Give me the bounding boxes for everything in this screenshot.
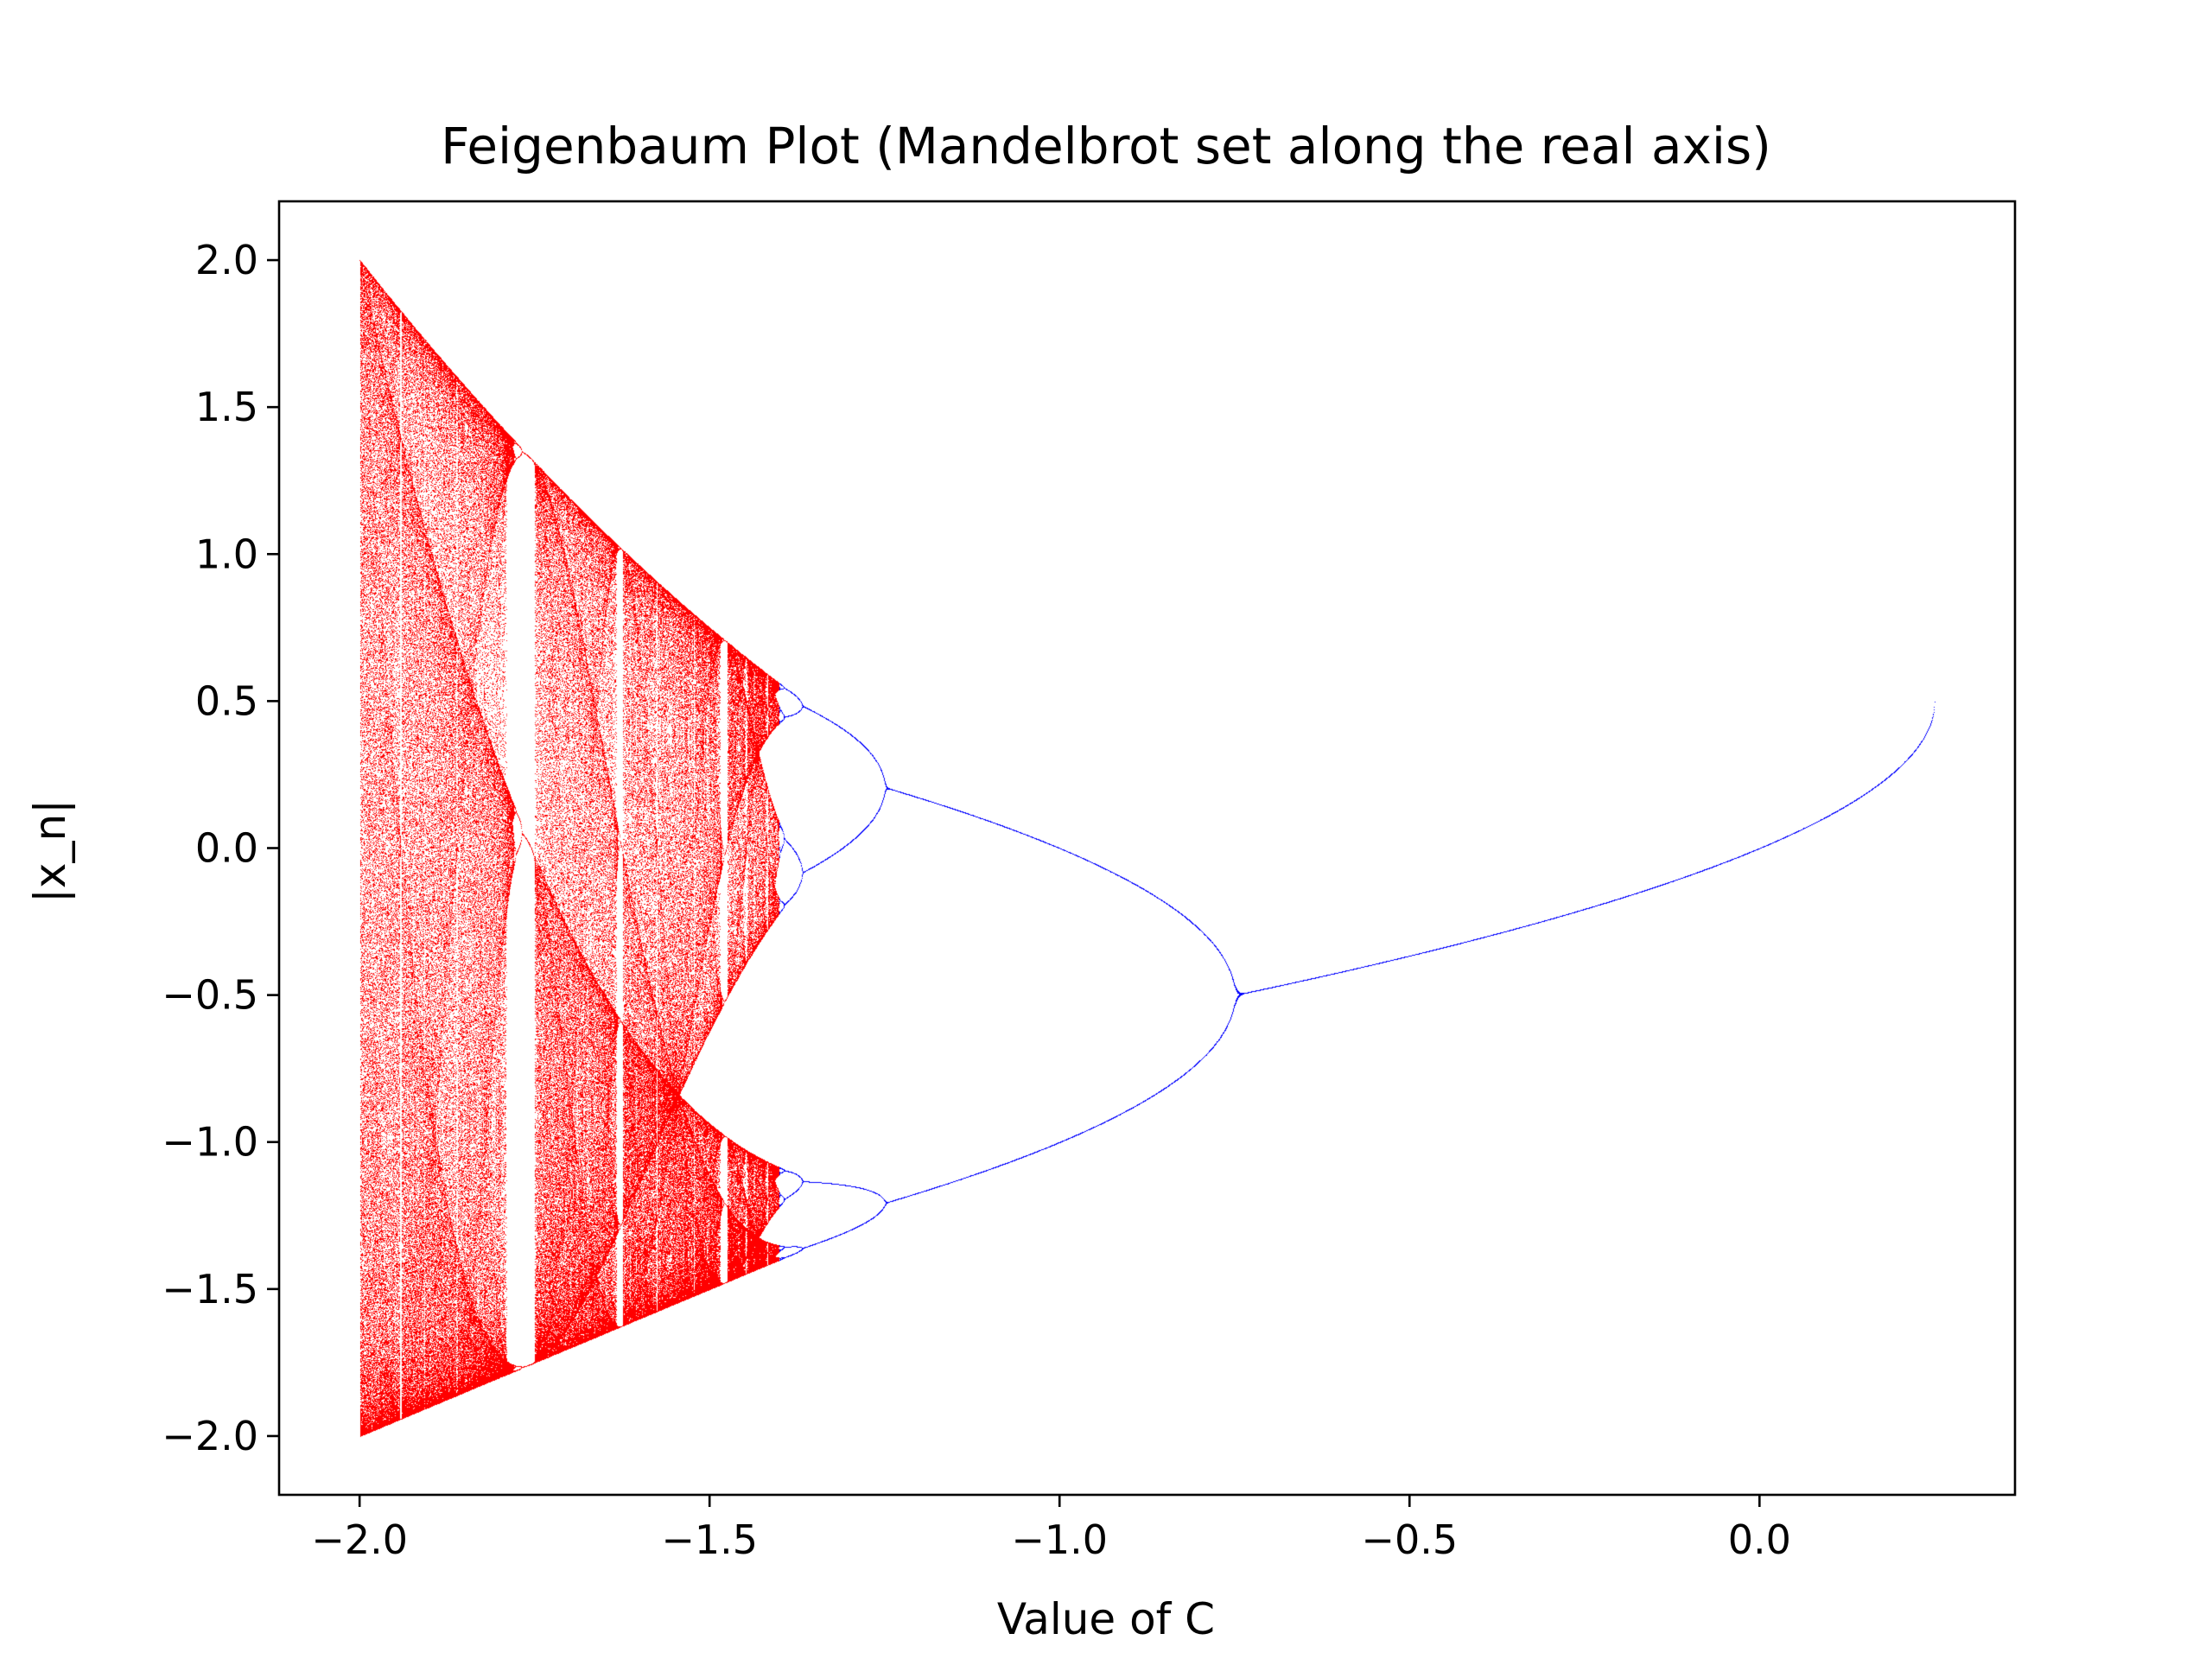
y-tick-label: −1.0 [162, 1119, 258, 1166]
x-tick-label: −2.0 [311, 1516, 408, 1563]
x-tick-label: −1.0 [1011, 1516, 1108, 1563]
x-tick-label: 0.0 [1728, 1516, 1791, 1563]
y-tick-label: 2.0 [195, 237, 258, 283]
y-tick-label: −0.5 [162, 972, 258, 1019]
chart-title: Feigenbaum Plot (Mandelbrot set along th… [441, 117, 1771, 175]
y-tick-label: 0.0 [195, 825, 258, 872]
axes: −2.0 −1.5 −1.0 −0.5 0.0 2.0 1.5 1.0 0.5 0.0 −0.5 −1… [162, 200, 2017, 1563]
y-tick-label: −1.5 [162, 1266, 258, 1313]
y-axis-label: |x_n| [25, 799, 75, 903]
plot-area [279, 201, 2015, 1495]
x-tick-label: −1.5 [661, 1516, 758, 1563]
y-tick-label: 1.5 [195, 384, 258, 430]
y-tick-label: 1.0 [195, 531, 258, 577]
scatter-points [279, 201, 2015, 1495]
x-tick-label: −0.5 [1361, 1516, 1458, 1563]
y-tick-label: −2.0 [162, 1413, 258, 1459]
x-axis-label: Value of C [996, 1594, 1216, 1644]
y-tick-label: 0.5 [195, 677, 258, 724]
